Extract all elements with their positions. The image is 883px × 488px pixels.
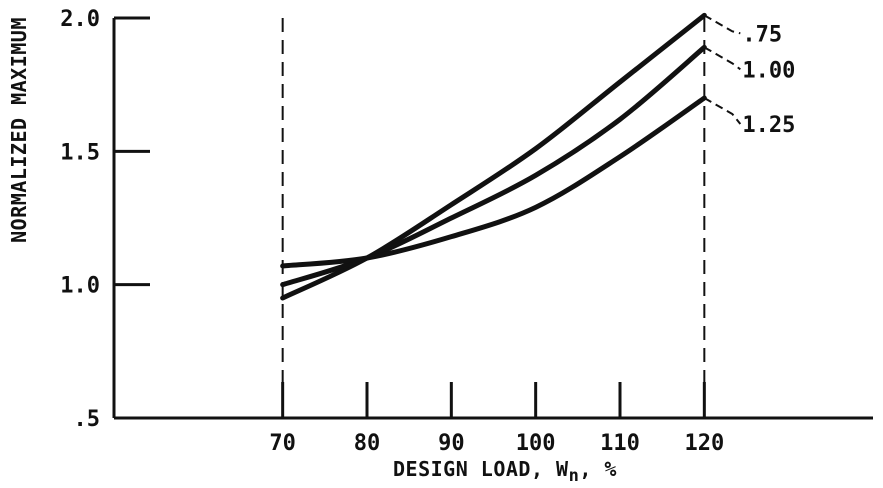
series-line <box>280 12 707 301</box>
x-tick-label: 110 <box>600 431 640 456</box>
x-axis-title: DESIGN LOAD, Wn, % <box>393 457 617 486</box>
x-tick-label: 70 <box>269 431 296 456</box>
x-axis-title-suffix: , % <box>579 457 617 481</box>
reference-lines <box>281 18 706 418</box>
x-axis-title-subscript: n <box>569 466 580 486</box>
series-label: 1.00 <box>742 58 795 83</box>
y-axis-title: NORMALIZED MAXIMUM <box>7 17 31 243</box>
series-label: .75 <box>742 22 782 47</box>
series-line <box>280 44 707 288</box>
y-tick-label: 1.0 <box>60 274 100 299</box>
series-labels: .75 1.00 1.25 <box>703 14 795 138</box>
x-axis-title-main: DESIGN LOAD, W <box>393 457 569 481</box>
series-line <box>280 95 707 269</box>
x-tick-label: 80 <box>354 431 381 456</box>
y-tick-label: .5 <box>74 407 101 432</box>
series-leader-line <box>703 46 741 71</box>
y-ticks: .5 1.0 1.5 2.0 <box>60 7 150 432</box>
series-label: 1.25 <box>742 113 795 138</box>
x-tick-label: 120 <box>684 431 724 456</box>
y-tick-label: 1.5 <box>60 140 100 165</box>
x-ticks: 70 80 90 100 110 120 <box>269 382 724 456</box>
x-tick-label: 100 <box>516 431 556 456</box>
series-leader-line <box>703 97 742 125</box>
series-lines <box>280 12 707 301</box>
series-leader-line <box>703 14 741 35</box>
x-tick-label: 90 <box>438 431 465 456</box>
y-tick-label: 2.0 <box>60 7 100 32</box>
